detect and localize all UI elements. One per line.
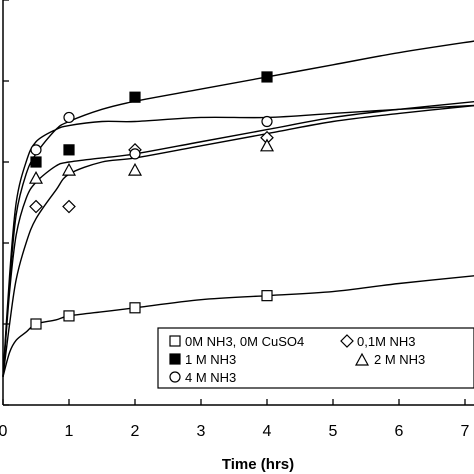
legend-marker xyxy=(169,335,181,347)
data-point-3 xyxy=(261,71,273,83)
data-point-2 xyxy=(29,199,43,214)
fit-curve-1 xyxy=(2,275,474,377)
legend-marker xyxy=(169,353,181,365)
fit-curve-2 xyxy=(2,105,474,377)
legend-label: 0,1M NH3 xyxy=(357,334,416,349)
data-point-3 xyxy=(30,156,42,168)
x-tick-label: 2 xyxy=(131,423,140,440)
fit-curve-3 xyxy=(2,40,474,377)
data-markers xyxy=(28,71,275,330)
data-point-5 xyxy=(30,144,42,156)
legend-label: 1 M NH3 xyxy=(185,352,236,367)
legend-label: 2 M NH3 xyxy=(374,352,425,367)
x-ticks: 0 1 2 3 4 5 6 7 xyxy=(0,399,470,440)
data-point-4 xyxy=(28,170,44,184)
x-tick-label: 4 xyxy=(263,423,272,440)
legend-marker xyxy=(340,334,354,348)
legend: 0M NH3, 0M CuSO4 0,1M NH3 1 M NH3 2 M NH3 4 … xyxy=(157,327,474,389)
x-tick-label: 1 xyxy=(65,423,74,440)
x-tick-label: 7 xyxy=(461,423,470,440)
data-point-4 xyxy=(127,162,143,176)
data-point-1 xyxy=(30,318,42,330)
data-point-4 xyxy=(61,162,77,176)
data-point-5 xyxy=(63,111,75,124)
fit-curve-5 xyxy=(2,104,474,377)
x-tick-label: 5 xyxy=(329,423,338,440)
y-ticks xyxy=(3,0,9,406)
axes: 0 1 2 3 4 5 6 7 xyxy=(0,0,474,440)
data-point-5 xyxy=(129,148,141,160)
data-point-3 xyxy=(63,144,75,156)
x-tick-label: 6 xyxy=(395,423,404,440)
x-tick-label: 3 xyxy=(197,423,206,440)
legend-label: 4 M NH3 xyxy=(185,370,236,385)
legend-label: 0M NH3, 0M CuSO4 xyxy=(185,334,304,349)
legend-marker xyxy=(169,371,181,383)
data-point-1 xyxy=(261,290,273,302)
legend-marker xyxy=(354,352,370,366)
data-point-3 xyxy=(129,91,141,103)
data-point-5 xyxy=(261,115,273,128)
x-tick-label: 0 xyxy=(0,423,8,440)
data-point-1 xyxy=(63,310,75,322)
legend-box xyxy=(157,327,474,389)
data-point-1 xyxy=(129,302,141,314)
data-point-2 xyxy=(62,199,76,214)
fit-curve-4 xyxy=(2,100,474,377)
data-point-4 xyxy=(259,138,275,152)
fit-curves xyxy=(2,40,474,377)
x-axis-title: Time (hrs) xyxy=(222,456,294,473)
